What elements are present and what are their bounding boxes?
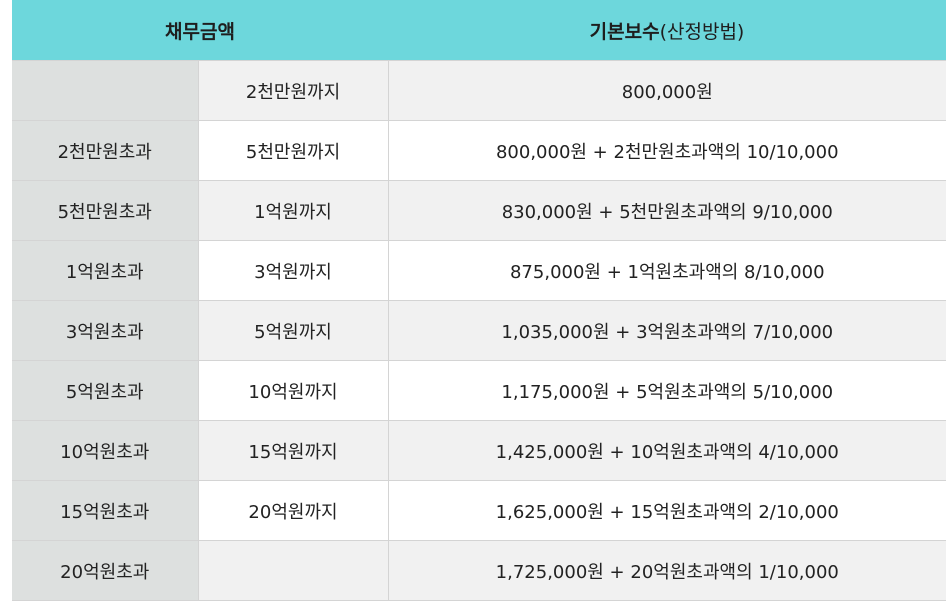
cell-over: 1억원초과 xyxy=(12,240,199,301)
cell-over: 2천만원초과 xyxy=(12,120,199,181)
cell-fee: 875,000원 + 1억원초과액의 8/10,000 xyxy=(388,240,947,301)
cell-over: 5천만원초과 xyxy=(12,180,199,241)
cell-over: 15억원초과 xyxy=(12,480,199,541)
cell-fee: 1,035,000원 + 3억원초과액의 7/10,000 xyxy=(388,300,947,361)
header-debt-amount-label: 채무금액 xyxy=(165,20,235,43)
cell-over: 20억원초과 xyxy=(12,540,199,601)
table-row: 2천만원까지 800,000원 xyxy=(12,60,947,121)
cell-upto: 20억원까지 xyxy=(198,480,389,541)
cell-upto: 3억원까지 xyxy=(198,240,389,301)
header-base-fee-label: 기본보수 xyxy=(589,20,660,43)
table-row: 3억원초과 5억원까지 1,035,000원 + 3억원초과액의 7/10,00… xyxy=(12,300,947,361)
cell-fee: 1,625,000원 + 15억원초과액의 2/10,000 xyxy=(388,480,947,541)
cell-upto: 5억원까지 xyxy=(198,300,389,361)
table-row: 5억원초과 10억원까지 1,175,000원 + 5억원초과액의 5/10,0… xyxy=(12,360,947,421)
table-row: 5천만원초과 1억원까지 830,000원 + 5천만원초과액의 9/10,00… xyxy=(12,180,947,241)
header-base-fee-sub: (산정방법) xyxy=(659,20,745,43)
table-row: 10억원초과 15억원까지 1,425,000원 + 10억원초과액의 4/10… xyxy=(12,420,947,481)
cell-over: 5억원초과 xyxy=(12,360,199,421)
cell-fee: 830,000원 + 5천만원초과액의 9/10,000 xyxy=(388,180,947,241)
cell-over: 3억원초과 xyxy=(12,300,199,361)
cell-upto: 15억원까지 xyxy=(198,420,389,481)
table-row: 2천만원초과 5천만원까지 800,000원 + 2천만원초과액의 10/10,… xyxy=(12,120,947,181)
cell-upto: 5천만원까지 xyxy=(198,120,389,181)
cell-upto: 1억원까지 xyxy=(198,180,389,241)
table-row: 20억원초과 1,725,000원 + 20억원초과액의 1/10,000 xyxy=(12,540,947,601)
cell-fee: 1,175,000원 + 5억원초과액의 5/10,000 xyxy=(388,360,947,421)
cell-upto: 2천만원까지 xyxy=(198,60,389,121)
cell-over xyxy=(12,60,199,121)
header-debt-amount: 채무금액 xyxy=(12,0,389,61)
cell-fee: 800,000원 xyxy=(388,60,947,121)
table-row: 15억원초과 20억원까지 1,625,000원 + 15억원초과액의 2/10… xyxy=(12,480,947,541)
cell-upto: 10억원까지 xyxy=(198,360,389,421)
cell-fee: 800,000원 + 2천만원초과액의 10/10,000 xyxy=(388,120,947,181)
cell-fee: 1,725,000원 + 20억원초과액의 1/10,000 xyxy=(388,540,947,601)
table-header-row: 채무금액 기본보수(산정방법) xyxy=(12,0,947,61)
cell-over: 10억원초과 xyxy=(12,420,199,481)
cell-fee: 1,425,000원 + 10억원초과액의 4/10,000 xyxy=(388,420,947,481)
cell-upto xyxy=(198,540,389,601)
table-row: 1억원초과 3억원까지 875,000원 + 1억원초과액의 8/10,000 xyxy=(12,240,947,301)
fee-table: 채무금액 기본보수(산정방법) 2천만원까지 800,000원 2천만원초과 5… xyxy=(12,0,947,601)
header-base-fee: 기본보수(산정방법) xyxy=(388,0,947,61)
